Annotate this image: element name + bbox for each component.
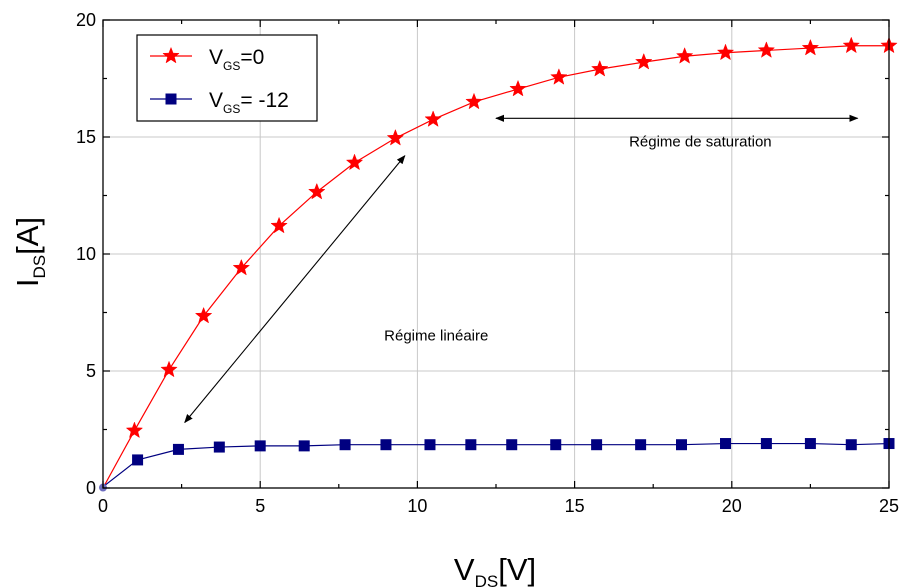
data-point-series-1 [254,440,266,452]
data-point-series-0 [424,110,442,127]
legend-marker-series-0 [162,46,180,64]
data-point-series-1 [720,438,732,450]
data-point-series-0 [509,79,527,97]
data-point-series-1 [213,441,225,453]
data-point-series-0 [550,68,568,85]
x-tick-label: 15 [565,496,585,516]
y-tick-label: 5 [86,361,96,381]
data-point-series-0 [386,128,405,146]
annotation-label: Régime de saturation [629,133,772,150]
legend-label-series-0: VGS=0 [209,46,264,73]
data-point-series-1 [380,439,392,451]
data-point-series-0 [590,59,609,77]
y-tick-label: 10 [76,244,96,264]
axis-ticks: 0 5 10 15 20 25 0 5 10 15 20 [76,10,899,516]
data-point-series-0 [801,38,820,56]
annotation-1: Régime de saturation [495,114,859,150]
data-point-series-1 [298,440,310,452]
annotation-arrow [184,155,406,424]
data-point-series-1 [424,439,436,451]
data-point-series-0 [125,421,144,439]
data-point-series-0 [465,92,483,110]
data-point-series-1 [635,439,647,451]
y-tick-label: 20 [76,10,96,30]
data-point-series-1 [845,439,857,451]
data-point-series-1 [760,438,772,450]
data-point-series-1 [172,443,184,455]
data-point-series-1 [339,439,351,451]
data-point-series-1 [675,439,687,451]
x-axis-title: VDS[V] [454,552,536,587]
data-point-series-0 [716,43,735,61]
data-point-series-1 [591,439,603,451]
legend-label-series-1: VGS= -12 [209,89,289,116]
annotation-0: Régime linéaire [184,155,488,424]
y-tick-label: 0 [86,478,96,498]
series-1 [102,438,895,488]
x-tick-label: 5 [255,496,265,516]
legend-box [136,34,318,122]
x-tick-label: 25 [879,496,899,516]
data-point-series-0 [160,360,178,378]
x-tick-label: 20 [722,496,742,516]
data-point-series-1 [550,439,562,451]
x-tick-label: 10 [407,496,427,516]
data-point-series-1 [132,454,144,466]
data-point-series-1 [465,439,477,451]
data-point-series-0 [270,216,288,234]
legend-marker-series-1 [165,93,177,105]
data-point-series-0 [635,52,653,70]
legend: VGS=0 VGS= -12 [136,34,318,122]
data-point-series-1 [506,439,518,451]
legend-item-series-1: VGS= -12 [150,89,289,116]
data-point-series-0 [675,47,694,64]
y-tick-label: 15 [76,127,96,147]
annotations: Régime linéaire Régime de saturation [184,114,859,424]
y-axis-title: IDS[A] [10,217,49,287]
legend-item-series-0: VGS=0 [150,46,264,73]
series-line-1 [102,442,890,488]
data-point-series-0 [842,36,861,54]
legend-marker-icon [165,93,177,105]
data-point-series-0 [757,41,776,58]
data-point-series-0 [194,306,213,324]
x-tick-label: 0 [98,496,108,516]
data-point-series-1 [804,438,816,450]
annotation-label: Régime linéaire [384,328,488,345]
legend-marker-icon [162,46,180,64]
